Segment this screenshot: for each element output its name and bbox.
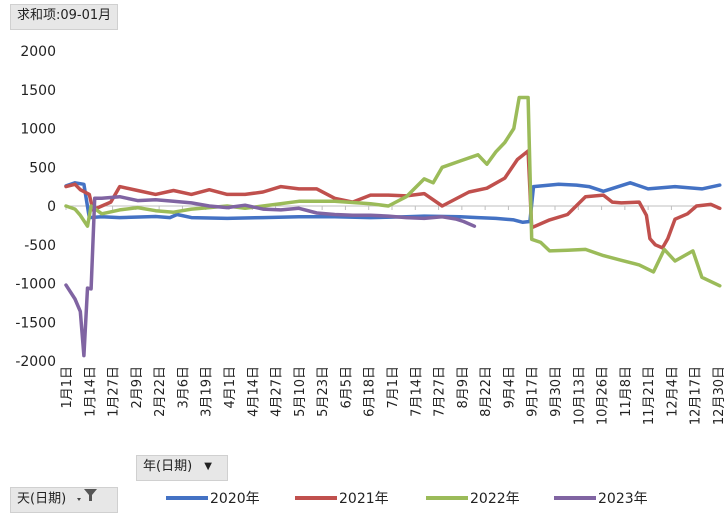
day-field-label: 天(日期) <box>17 491 67 507</box>
series-line <box>64 95 722 288</box>
x-tick-label: 7月27日 <box>433 366 448 417</box>
x-tick-label: 11月8日 <box>619 366 634 417</box>
x-tick-label: 2月22日 <box>153 366 168 417</box>
x-tick-label: 7月14日 <box>409 366 424 417</box>
x-tick-label: 8月22日 <box>479 366 494 417</box>
x-tick-label: 12月4日 <box>665 366 680 417</box>
y-tick-label: -2000 <box>15 354 56 370</box>
x-tick-label: 1月27日 <box>107 366 122 417</box>
x-tick-label: 11月21日 <box>642 366 657 425</box>
y-tick-label: 1000 <box>20 122 56 138</box>
x-tick-label: 5月10日 <box>293 366 308 417</box>
x-tick-label: 2月9日 <box>130 366 145 409</box>
x-tick-label: 12月30日 <box>712 366 727 425</box>
y-tick-label: 1500 <box>20 83 56 99</box>
day-field-button[interactable]: 天(日期) <box>10 487 118 513</box>
legend-label: 2022年 <box>470 491 520 507</box>
x-axis: 1月1日 1月14日 1月27日 2月9日 2月22日 3月6日 3月19日 4月1日 4月14… <box>60 205 727 425</box>
x-tick-label: 4月1日 <box>223 366 238 409</box>
x-tick-label: 3月6日 <box>176 366 191 409</box>
x-tick-label: 9月30日 <box>549 366 564 417</box>
x-tick-label: 7月1日 <box>386 366 401 409</box>
plot-area <box>64 95 722 358</box>
series-line <box>64 181 722 225</box>
x-tick-label: 5月23日 <box>316 366 331 417</box>
x-tick-label: 9月4日 <box>502 366 517 409</box>
y-tick-label: 0 <box>47 199 56 215</box>
legend: 2020年 2021年 2022年 2023年 <box>166 491 648 507</box>
legend-label: 2021年 <box>339 491 389 507</box>
x-tick-label: 3月19日 <box>200 366 215 417</box>
series-line <box>64 194 477 358</box>
legend-label: 2023年 <box>598 491 648 507</box>
value-field-label: 求和项:09-01月 <box>17 8 112 23</box>
x-tick-label: 1月14日 <box>83 366 98 417</box>
y-tick-label: -1500 <box>15 315 56 331</box>
x-tick-label: 10月26日 <box>596 366 611 425</box>
x-tick-label: 4月14日 <box>246 366 261 417</box>
y-tick-label: -1000 <box>15 277 56 293</box>
y-tick-label: -500 <box>24 238 56 254</box>
value-field-button[interactable]: 求和项:09-01月 <box>10 4 119 30</box>
dropdown-arrow-icon[interactable]: ▼ <box>204 461 212 472</box>
x-tick-label: 12月17日 <box>689 366 704 425</box>
series-line <box>64 149 722 250</box>
x-tick-label: 10月13日 <box>572 366 587 425</box>
y-tick-label: 500 <box>29 160 56 176</box>
x-tick-label: 6月5日 <box>339 366 354 409</box>
x-tick-label: 1月1日 <box>60 366 75 409</box>
x-tick-label: 4月27日 <box>270 366 285 417</box>
filter-funnel-icon[interactable] <box>76 488 98 510</box>
x-tick-label: 6月18日 <box>363 366 378 417</box>
year-field-button[interactable]: 年(日期) ▼ <box>136 455 228 481</box>
y-axis: 2000 1500 1000 500 0 -500 -1000 -1500 -2000 <box>15 44 56 370</box>
x-tick-label: 9月17日 <box>526 366 541 417</box>
year-field-label: 年(日期) <box>143 459 193 474</box>
y-tick-label: 2000 <box>20 44 56 60</box>
legend-label: 2020年 <box>210 491 260 507</box>
x-tick-label: 8月9日 <box>456 366 471 409</box>
